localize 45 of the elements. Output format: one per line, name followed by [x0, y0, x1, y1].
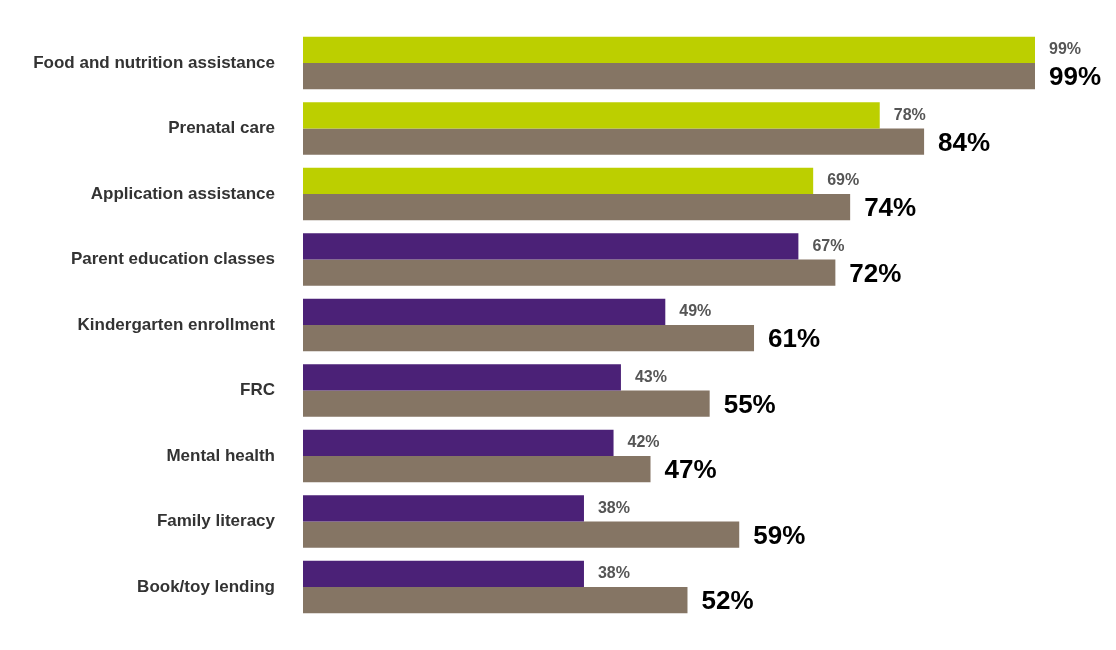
y-tick-label: Book/toy lending: [137, 576, 275, 596]
bar: [303, 587, 688, 614]
bar: [303, 456, 651, 483]
data-label: 72%: [849, 257, 902, 288]
y-tick-label: Kindergarten enrollment: [77, 314, 276, 334]
y-tick-label: Family literacy: [156, 511, 276, 531]
y-tick-label: Food and nutrition assistance: [33, 52, 275, 72]
y-tick-label: Mental health: [166, 445, 275, 465]
data-label: 38%: [597, 498, 630, 516]
bar: [303, 36, 1035, 63]
data-label: 84%: [938, 126, 991, 157]
data-label: 43%: [634, 367, 667, 385]
y-tick-label: FRC: [240, 380, 275, 400]
bar: [303, 167, 814, 194]
bar: [303, 193, 851, 221]
y-tick-label: Parent education classes: [70, 249, 275, 269]
data-label: 78%: [893, 105, 926, 123]
bar: [303, 390, 710, 417]
bar: [303, 102, 880, 129]
data-label: 61%: [768, 323, 821, 354]
y-tick-label: Prenatal care: [168, 118, 275, 138]
bar: [303, 259, 836, 286]
data-label: 99%: [1049, 61, 1102, 92]
y-tick-label: Application assistance: [90, 183, 275, 203]
data-label: 69%: [827, 171, 860, 189]
data-label: 99%: [1049, 40, 1082, 58]
data-label: 67%: [812, 236, 845, 254]
bar: [303, 364, 621, 391]
data-label: 52%: [701, 585, 754, 616]
bar: [303, 325, 755, 352]
data-label: 59%: [753, 519, 806, 550]
bar: [303, 429, 614, 457]
data-label: 49%: [679, 302, 712, 320]
bar: [303, 62, 1035, 90]
data-label: 47%: [664, 454, 717, 485]
bar: [303, 298, 666, 325]
data-label: 42%: [627, 433, 660, 451]
data-label: 74%: [864, 192, 917, 223]
data-label: 55%: [723, 388, 776, 419]
bar: [303, 128, 925, 155]
bar: [303, 233, 799, 260]
bar: [303, 521, 740, 548]
data-label: 38%: [597, 564, 630, 582]
bar: [303, 560, 584, 588]
bar: [303, 495, 584, 522]
